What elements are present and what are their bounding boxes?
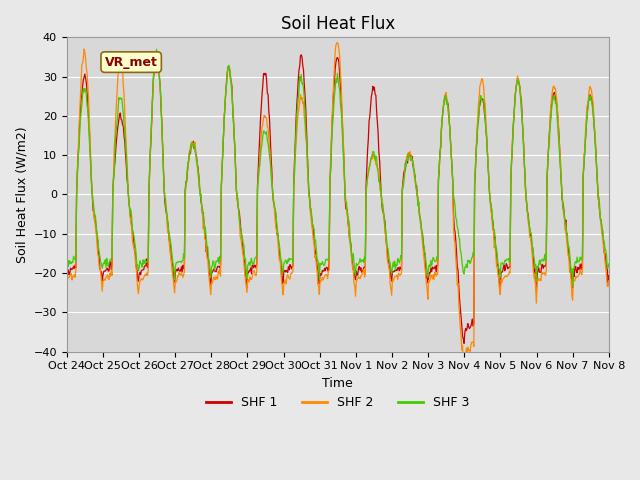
SHF 1 (184, 161, 192, 167)
SHF 3 (420, 243, 428, 249)
SHF 1 (129, 228, 136, 233)
SHF 2 (605, 278, 612, 284)
SHF 3 (184, 159, 192, 165)
SHF 2 (73, 192, 81, 198)
SHF 2 (129, 237, 136, 243)
SHF 1 (63, 268, 70, 274)
Title: Soil Heat Flux: Soil Heat Flux (281, 15, 395, 33)
Y-axis label: Soil Heat Flux (W/m2): Soil Heat Flux (W/m2) (15, 126, 28, 263)
Line: SHF 2: SHF 2 (67, 42, 609, 381)
SHF 2 (63, 278, 70, 284)
SHF 1 (154, 50, 161, 56)
SHF 2 (184, 163, 191, 169)
SHF 3 (569, 283, 577, 289)
SHF 3 (63, 263, 70, 269)
SHF 1 (404, 152, 412, 157)
SHF 3 (605, 261, 612, 267)
SHF 3 (153, 47, 161, 52)
SHF 3 (404, 151, 412, 156)
SHF 3 (73, 192, 81, 198)
SHF 1 (420, 251, 428, 257)
SHF 2 (420, 256, 428, 262)
Legend: SHF 1, SHF 2, SHF 3: SHF 1, SHF 2, SHF 3 (201, 391, 475, 414)
SHF 1 (460, 340, 468, 346)
SHF 1 (73, 192, 81, 197)
SHF 2 (333, 39, 341, 45)
SHF 1 (213, 266, 221, 272)
SHF 2 (404, 150, 412, 156)
SHF 3 (129, 225, 136, 231)
Line: SHF 3: SHF 3 (67, 49, 609, 286)
X-axis label: Time: Time (323, 377, 353, 390)
Text: VR_met: VR_met (105, 56, 157, 69)
SHF 2 (460, 378, 468, 384)
SHF 2 (212, 274, 220, 279)
SHF 1 (605, 273, 612, 278)
SHF 3 (213, 259, 221, 264)
Line: SHF 1: SHF 1 (67, 53, 609, 343)
